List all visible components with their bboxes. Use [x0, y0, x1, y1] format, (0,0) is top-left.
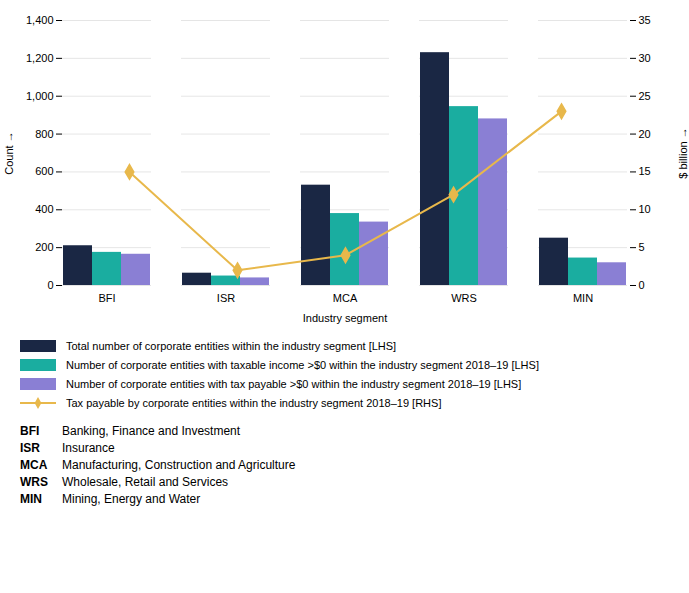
html-text:MCA: MCA: [20, 457, 48, 472]
html-text:Tax payable by corporate entit: Tax payable by corporate entities within…: [66, 396, 442, 409]
svg-text:WRS: WRS: [451, 292, 477, 304]
html-text:Total number of corporate enti: Total number of corporate entities withi…: [66, 339, 397, 352]
html-text:Mining, Energy and Water: Mining, Energy and Water: [62, 491, 201, 506]
html-text:MIN: MIN: [20, 491, 42, 506]
html-text:WRS: WRS: [20, 474, 48, 489]
svg-text:20: 20: [639, 128, 651, 140]
svg-text:5: 5: [639, 241, 645, 253]
html-text:Number of corporate entities w: Number of corporate entities with tax pa…: [66, 377, 522, 390]
svg-text:Industry segment: Industry segment: [303, 312, 387, 324]
html-text:Number of corporate entities w: Number of corporate entities with taxabl…: [66, 358, 539, 371]
svg-text:ISR: ISR: [217, 292, 235, 304]
html-text:Manufacturing, Construction an: Manufacturing, Construction and Agricult…: [62, 457, 296, 472]
svg-text:10: 10: [639, 203, 651, 215]
svg-text:400: 400: [35, 203, 53, 215]
html-text:Insurance: Insurance: [62, 440, 115, 455]
svg-text:25: 25: [639, 90, 651, 102]
html-text:Banking, Finance and Investmen: Banking, Finance and Investment: [62, 423, 241, 438]
html-text:Wholesale, Retail and Services: Wholesale, Retail and Services: [62, 474, 229, 489]
svg-text:MIN: MIN: [573, 292, 593, 304]
svg-text:35: 35: [639, 14, 651, 26]
svg-text:1,400: 1,400: [26, 14, 54, 26]
html-text:ISR: ISR: [20, 440, 40, 455]
svg-text:0: 0: [47, 279, 53, 291]
svg-text:800: 800: [35, 128, 53, 140]
svg-text:MCA: MCA: [333, 292, 358, 304]
svg-text:1,000: 1,000: [26, 90, 54, 102]
svg-text:200: 200: [35, 241, 53, 253]
svg-text:Count →: Count →: [3, 131, 15, 174]
html-text:BFI: BFI: [20, 423, 40, 438]
svg-text:$ billion →: $ billion →: [677, 127, 689, 178]
svg-text:30: 30: [639, 52, 651, 64]
svg-text:BFI: BFI: [98, 292, 115, 304]
svg-text:1,200: 1,200: [26, 52, 54, 64]
svg-text:600: 600: [35, 165, 53, 177]
svg-text:0: 0: [639, 279, 645, 291]
svg-text:15: 15: [639, 165, 651, 177]
